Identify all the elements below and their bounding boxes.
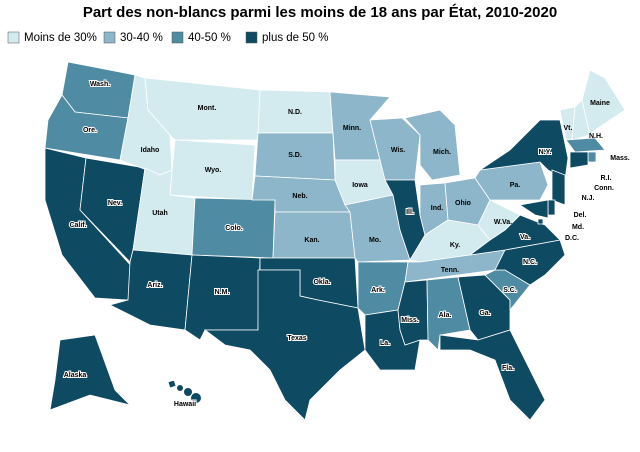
legend: Moins de 30% 30-40 % 40-50 % plus de 50 % [7,31,329,44]
state-label: Md. [572,224,584,231]
state-label: Ill. [406,209,414,216]
legend-label: Moins de 30% [24,32,97,44]
state-shape [565,137,606,153]
state-label: Pa. [510,182,521,189]
state-label: Nev. [108,200,122,207]
state-label: Maine [590,100,610,107]
state-shape [518,199,549,219]
state-label: Neb. [292,193,307,200]
state-label: N.C. [523,259,537,266]
state-label: Ark. [371,287,385,294]
legend-swatch [7,31,20,44]
state-label: Fla. [502,365,514,372]
state-label: Del. [574,212,587,219]
state-label: Conn. [594,185,614,192]
state-label: Va. [520,234,530,241]
state-label: R.I. [601,175,612,182]
state-label: Mass. [610,155,630,162]
state-label: Tenn. [441,267,459,274]
legend-swatch [171,31,184,44]
state-label: Vt. [564,125,573,132]
state-label: Mont. [198,105,217,112]
state-label: N.Y. [539,149,552,156]
state-label: N.H. [589,133,603,140]
state-shape [581,69,626,136]
state-label: S.C. [503,287,517,294]
state-label: Okla. [313,279,330,286]
state-label: Texas [287,335,306,342]
legend-swatch [245,31,258,44]
state-label: Wyo. [205,167,222,174]
state-shape [203,269,366,421]
state-label: Minn. [343,125,361,132]
state-shape [587,151,597,163]
state-shape [167,379,177,389]
state-shape [169,139,256,201]
state-label: Mich. [433,149,451,156]
state-shape [184,254,261,341]
state-label: Colo. [225,225,243,232]
state-shape [479,119,569,181]
state-label: Ariz. [147,282,162,289]
state-shape [49,334,132,411]
state-label: S.D. [288,152,302,159]
map-title: Part des non-blancs parmi les moins de 1… [83,4,557,21]
state-label: Ala. [439,312,452,319]
state-labels: Wash. Ore. Calif. Nev. Idaho Mont. Wyo. Utah Col… [63,80,631,409]
state-label: Hawaii [174,401,196,408]
state-shape [404,109,461,181]
state-shape [547,199,556,216]
state-label: D.C. [565,235,579,242]
state-shape [272,211,356,259]
state-label: Ga. [479,310,490,317]
state-label: N.J. [582,195,595,202]
state-shape [537,218,544,225]
state-label: Kan. [304,237,319,244]
legend-label: 30-40 % [120,32,163,44]
legend-label: 40-50 % [188,32,231,44]
state-label: Wash. [90,81,110,88]
state-label: Calif. [69,222,86,229]
state-label: Ky. [450,242,460,249]
state-label: Ore. [83,127,97,134]
state-label: Miss. [401,317,419,324]
island [184,388,192,396]
state-label: Wis. [391,147,405,154]
state-label: Idaho [141,147,160,154]
state-label: N.D. [288,109,302,116]
legend-swatch [103,31,116,44]
island [177,385,183,391]
state-label: La. [380,340,390,347]
state-label: Alaska [64,372,87,379]
state-label: Ohio [455,200,471,207]
state-label: N.M. [215,289,230,296]
state-label: Iowa [352,182,368,189]
state-label: Utah [152,210,168,217]
state-shape [551,169,566,206]
legend-label: plus de 50 % [262,32,329,44]
state-label: Mo. [369,237,381,244]
states [44,61,626,421]
island [191,393,201,403]
state-label: Ind. [431,205,443,212]
state-shape [569,151,589,169]
state-label: W.Va. [494,219,512,226]
state-shape [439,329,546,421]
